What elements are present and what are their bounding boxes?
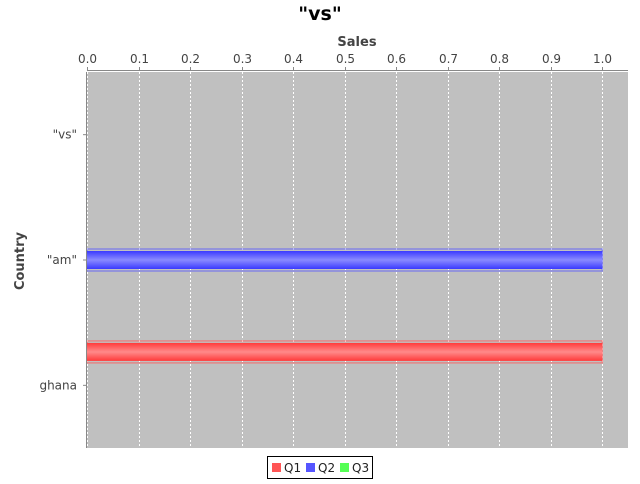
legend-label: Q2 bbox=[318, 461, 335, 475]
x-tick-label: 0.7 bbox=[439, 52, 458, 66]
x-tick-label: 1.0 bbox=[593, 52, 612, 66]
legend-swatch bbox=[306, 463, 315, 472]
x-tick-label: 0.1 bbox=[130, 52, 149, 66]
category-label: "vs" bbox=[53, 128, 77, 142]
legend-box bbox=[267, 456, 373, 479]
category-label: "am" bbox=[47, 253, 77, 267]
bar bbox=[87, 342, 603, 361]
x-tick-label: 0.8 bbox=[490, 52, 509, 66]
x-tick-label: 0.5 bbox=[336, 52, 355, 66]
x-tick-label: 0.9 bbox=[542, 52, 561, 66]
x-tick-label: 0.2 bbox=[181, 52, 200, 66]
x-tick-label: 0.6 bbox=[387, 52, 406, 66]
x-tick-label: 0.4 bbox=[284, 52, 303, 66]
legend-swatch bbox=[272, 463, 281, 472]
x-axis-ticks: 0.0 0.1 0.2 0.3 0.4 0.5 0.6 0.7 0.8 0.9 1.0 bbox=[78, 52, 612, 70]
legend: Q1 Q2 Q3 bbox=[267, 456, 373, 479]
category-label: ghana bbox=[39, 378, 77, 392]
y-axis-label: Country bbox=[13, 231, 28, 290]
legend-swatch bbox=[340, 463, 349, 472]
chart-title: "vs" bbox=[298, 3, 342, 25]
x-tick-label: 0.0 bbox=[78, 52, 97, 66]
x-tick-label: 0.3 bbox=[233, 52, 252, 66]
legend-label: Q3 bbox=[352, 461, 369, 475]
x-axis-label: Sales bbox=[337, 35, 376, 50]
legend-label: Q1 bbox=[284, 461, 301, 475]
y-axis-categories: "vs" "am" ghana bbox=[39, 128, 87, 392]
bar bbox=[87, 251, 603, 269]
